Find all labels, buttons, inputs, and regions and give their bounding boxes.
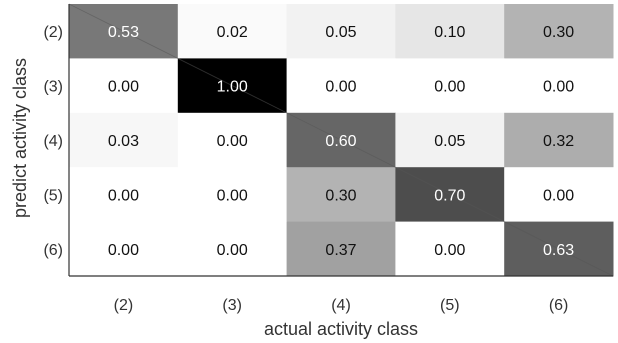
cell-value-label: 0.03 [108,133,139,150]
y-axis-label: predict activity class [10,58,30,218]
cell-value-label: 0.00 [543,79,574,96]
cell-value-labels: 0.53 0.02 0.05 0.10 0.30 0.00 1.00 0.00 0.00 0.00… [108,24,574,259]
heatmap-cell-r5-c4 [395,221,505,277]
heatmap-cell-r5-c2 [177,221,288,277]
heatmap-cell-r4-c5 [504,167,614,223]
heatmap-cell-r4-c3 [286,167,396,223]
cell-value-label: 0.00 [108,242,139,259]
cell-value-label: 0.00 [108,187,139,204]
y-tick-label: (5) [43,187,63,204]
heatmap-cell-r3-c2 [177,112,288,168]
heatmap-cell-r2-c3 [286,58,396,114]
cell-value-label: 0.10 [434,24,465,41]
heatmap-cell-r4-c2 [177,167,288,223]
cell-value-label: 0.05 [325,24,356,41]
y-tick-label: (2) [43,24,63,41]
cell-value-label: 0.00 [543,187,574,204]
heatmap-cell-r4-c1 [69,167,179,223]
cell-value-label: 0.00 [325,79,356,96]
x-tick-labels: (2) (3) (4) (5) (6) [114,297,569,314]
heatmap-cell-r2-c1 [69,58,179,114]
heatmap-cell-r5-c1 [69,221,179,277]
heatmap-cell-r1-c3 [286,4,396,59]
cell-value-label: 0.53 [108,24,139,41]
cell-value-label: 0.70 [434,187,465,204]
y-tick-label: (4) [43,133,63,150]
cell-value-label: 1.00 [217,79,248,96]
cell-value-label: 0.05 [434,133,465,150]
cell-value-label: 0.00 [217,133,248,150]
cell-value-label: 0.37 [325,242,356,259]
cell-value-label: 0.00 [108,79,139,96]
cell-value-label: 0.30 [325,187,356,204]
heatmap-cell-r3-c5 [504,112,614,168]
heatmap-cell-r3-c1 [69,112,179,168]
heatmap-cell-r1-c4 [395,4,505,59]
heatmap-cell-r5-c3 [286,221,396,277]
x-tick-label: (6) [549,297,569,314]
x-tick-label: (4) [331,297,351,314]
y-tick-label: (3) [43,79,63,96]
cell-value-label: 0.00 [217,187,248,204]
x-axis-label: actual activity class [264,319,418,339]
x-tick-label: (3) [222,297,242,314]
heatmap-cell-r2-c5 [504,58,614,114]
cell-value-label: 0.00 [434,79,465,96]
axes [68,4,613,277]
y-tick-labels: (2) (3) (4) (5) (6) [43,24,63,259]
y-tick-label: (6) [43,242,63,259]
heatmap-cell-r1-c5 [504,4,614,59]
heatmap-cell-r3-c4 [395,112,505,168]
x-tick-label: (2) [114,297,134,314]
cell-value-label: 0.02 [217,24,248,41]
heatmap-cell-r2-c4 [395,58,505,114]
cell-value-label: 0.32 [543,133,574,150]
cell-value-label: 0.00 [434,242,465,259]
cell-value-label: 0.00 [217,242,248,259]
cell-value-label: 0.60 [325,133,356,150]
x-tick-label: (5) [440,297,460,314]
diagonal-line [68,3,614,277]
heatmap-cell-r1-c2 [177,4,288,59]
cell-value-label: 0.63 [543,242,574,259]
cell-value-label: 0.30 [543,24,574,41]
